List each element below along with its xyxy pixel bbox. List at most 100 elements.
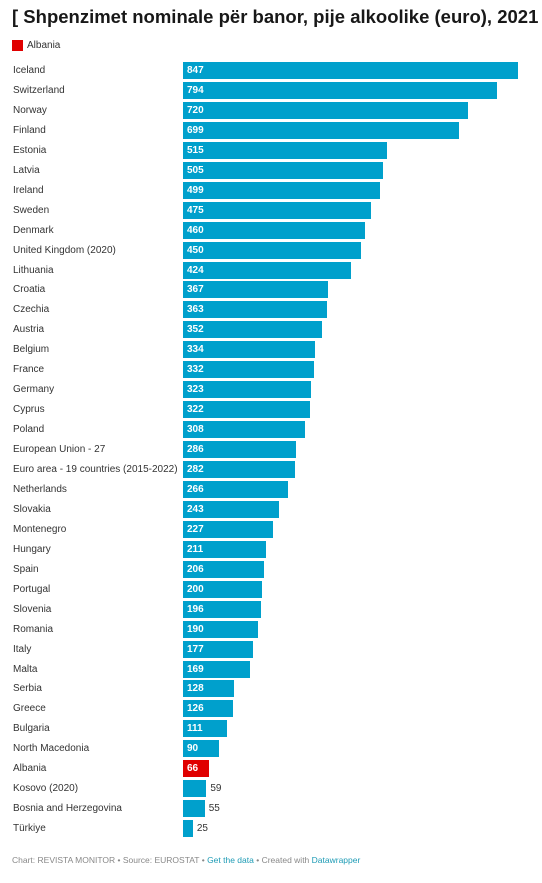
category-label: Cyprus	[13, 404, 45, 416]
legend: Albania	[12, 39, 60, 51]
bar	[183, 341, 316, 359]
category-label: Sweden	[13, 204, 50, 216]
bar	[183, 321, 323, 339]
bar-row-switzerland: Switzerland 794	[0, 81, 542, 102]
chart-source: Source: EUROSTAT	[122, 855, 200, 865]
bar-row-denmark: Denmark 460	[0, 221, 542, 242]
bar-row-portugal: Portugal 200	[0, 580, 542, 601]
value-label: 323	[187, 384, 204, 396]
bar	[183, 261, 351, 279]
category-label: Croatia	[13, 284, 46, 296]
bar-row-italy: Italy 177	[0, 640, 542, 661]
category-label: United Kingdom (2020)	[13, 244, 116, 256]
bar-row-hungary: Hungary 211	[0, 540, 542, 561]
bar	[183, 301, 327, 319]
value-label: 505	[187, 164, 204, 176]
bar-row-north-macedonia: North Macedonia 90	[0, 740, 542, 760]
chart-footer: Chart: REVISTA MONITOR • Source: EUROSTA…	[12, 855, 360, 865]
bar	[183, 241, 361, 259]
value-label: 308	[187, 424, 204, 436]
get-the-data-link[interactable]: Get the data	[207, 855, 254, 865]
category-label: Czechia	[13, 304, 50, 316]
bar	[183, 540, 267, 558]
value-label: 424	[187, 264, 204, 276]
bar	[183, 740, 219, 758]
bar-row-bulgaria: Bulgaria 111	[0, 720, 542, 740]
bar	[183, 181, 381, 199]
category-label: Hungary	[13, 543, 51, 555]
category-label: Montenegro	[13, 523, 67, 535]
value-label: 90	[187, 743, 199, 755]
category-label: Romania	[13, 623, 54, 635]
bar-row-greece: Greece 126	[0, 700, 542, 720]
bar	[183, 780, 207, 798]
bar	[183, 121, 460, 139]
value-label: 460	[187, 224, 204, 236]
bar-row-latvia: Latvia 505	[0, 161, 542, 182]
bar	[183, 500, 280, 518]
category-label: Portugal	[13, 583, 51, 595]
category-label: Türkiye	[13, 823, 46, 835]
bar-row-iceland: Iceland 847	[0, 62, 542, 82]
footer-separator: •	[115, 855, 123, 865]
category-label: Finland	[13, 124, 46, 136]
category-label: Serbia	[13, 683, 42, 695]
bar-row-serbia: Serbia 128	[0, 680, 542, 700]
value-label: 363	[187, 304, 204, 316]
value-label: 699	[187, 124, 204, 136]
category-label: Latvia	[13, 164, 40, 176]
bar	[183, 381, 311, 399]
category-label: Switzerland	[13, 84, 65, 96]
bar	[183, 281, 329, 299]
bar-row-germany: Germany 323	[0, 381, 542, 401]
legend-label-albania: Albania	[27, 39, 61, 51]
bar-row-poland: Poland 308	[0, 421, 542, 441]
footer-separator: •	[199, 855, 208, 865]
value-label: 111	[187, 723, 203, 735]
bar	[183, 820, 193, 838]
bar-row-slovakia: Slovakia 243	[0, 500, 542, 521]
bar	[183, 101, 468, 119]
value-label: 128	[187, 683, 204, 695]
bar-row-european-union-27: European Union - 27 286	[0, 441, 542, 461]
value-label: 243	[187, 503, 204, 515]
bar-row-slovenia: Slovenia 196	[0, 600, 542, 621]
bar	[183, 480, 289, 498]
value-label: 190	[187, 623, 204, 635]
value-label: 286	[187, 444, 204, 456]
category-label: Italy	[13, 643, 32, 655]
category-label: Belgium	[13, 344, 50, 356]
value-label: 720	[187, 104, 204, 116]
bar	[183, 620, 259, 638]
bar-row-austria: Austria 352	[0, 321, 542, 341]
legend-swatch-albania	[12, 39, 23, 51]
category-label: Malta	[13, 663, 38, 675]
value-label: 126	[187, 703, 204, 715]
category-label: Bosnia and Herzegovina	[13, 803, 122, 815]
bar-row-estonia: Estonia 515	[0, 141, 542, 162]
bar-row-t-rkiye: Türkiye 25	[0, 820, 542, 840]
bar	[183, 600, 261, 618]
value-label: 59	[210, 783, 222, 795]
value-label: 196	[187, 603, 204, 615]
category-label: Denmark	[13, 224, 54, 236]
bar	[183, 221, 365, 239]
value-label: 367	[187, 284, 204, 296]
bar-row-cyprus: Cyprus 322	[0, 401, 542, 421]
category-label: Slovenia	[13, 603, 52, 615]
bar-row-kosovo-2020: Kosovo (2020) 59	[0, 780, 542, 800]
bar-row-albania: Albania 66	[0, 760, 542, 780]
value-label: 282	[187, 464, 204, 475]
value-label: 475	[187, 204, 204, 216]
bar	[183, 461, 295, 478]
bar-row-ireland: Ireland 499	[0, 181, 542, 202]
bar	[183, 62, 518, 79]
category-label: Lithuania	[13, 264, 54, 276]
value-label: 352	[187, 324, 204, 336]
datawrapper-link[interactable]: Datawrapper	[311, 855, 361, 865]
category-label: Albania	[13, 763, 47, 775]
bar	[183, 560, 265, 578]
category-label: Netherlands	[13, 483, 67, 495]
value-label: 450	[187, 244, 204, 256]
bar-row-united-kingdom-2020: United Kingdom (2020) 450	[0, 241, 542, 262]
